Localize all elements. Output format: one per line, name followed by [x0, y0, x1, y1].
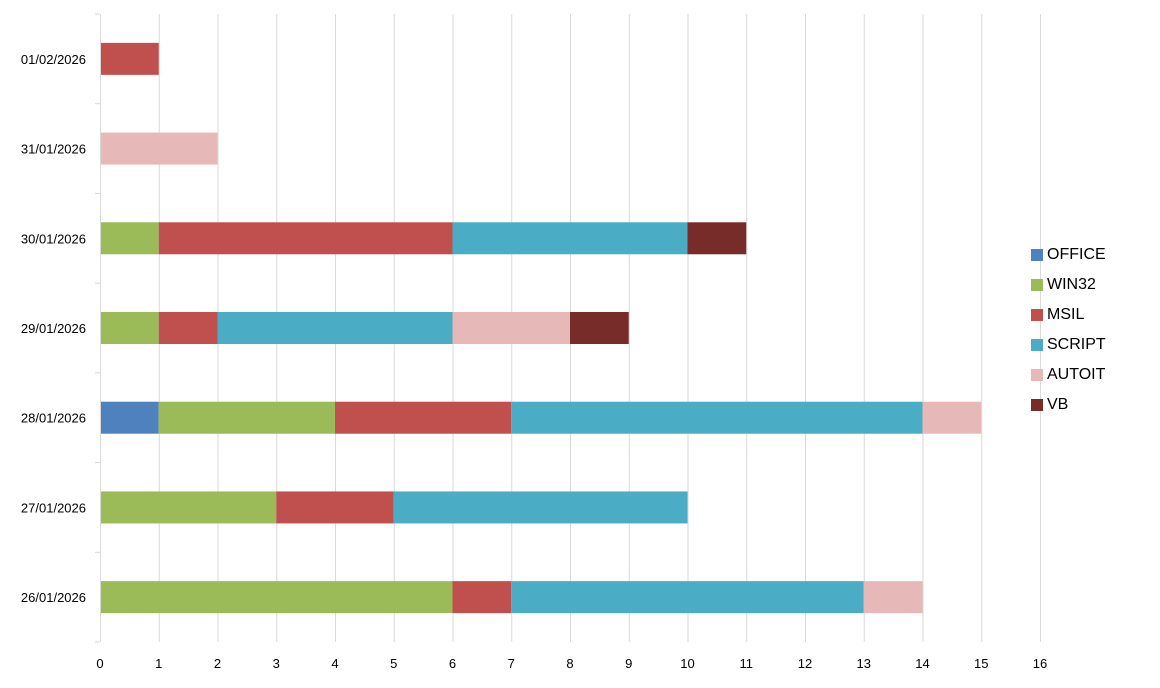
- bar-segment: [276, 491, 394, 524]
- bar-segment: [100, 401, 159, 434]
- legend-label: OFFICE: [1047, 246, 1106, 263]
- x-tick-label: 1: [155, 656, 162, 671]
- x-tick-label: 5: [390, 656, 397, 671]
- legend-swatch: [1031, 279, 1043, 291]
- legend-item: WIN32: [1031, 270, 1151, 300]
- x-tick-label: 16: [1033, 656, 1047, 671]
- y-tick-label: 27/01/2026: [21, 500, 86, 515]
- bar-segment: [452, 312, 570, 344]
- legend-swatch: [1031, 339, 1043, 351]
- legend-item: OFFICE: [1031, 240, 1151, 270]
- bar-series: [100, 42, 982, 614]
- x-tick-label: 12: [798, 656, 812, 671]
- legend-swatch: [1031, 399, 1043, 411]
- legend-item: MSIL: [1031, 300, 1151, 330]
- legend-swatch: [1031, 369, 1043, 381]
- y-tick-label: 29/01/2026: [21, 321, 86, 336]
- x-tick-label: 10: [680, 656, 694, 671]
- bar-segment: [217, 312, 453, 344]
- bar-segment: [100, 132, 218, 165]
- bar-segment: [452, 581, 512, 614]
- bar-segment: [393, 491, 688, 524]
- bar-segment: [863, 581, 923, 614]
- legend-item: VB: [1031, 390, 1151, 420]
- x-tick-label: 11: [740, 656, 754, 671]
- bar-segment: [158, 401, 335, 434]
- x-tick-label: 7: [508, 656, 515, 671]
- x-tick-label: 8: [566, 656, 573, 671]
- legend-swatch: [1031, 249, 1043, 261]
- legend-swatch: [1031, 309, 1043, 321]
- bar-segment: [100, 491, 277, 524]
- legend-item: AUTOIT: [1031, 360, 1151, 390]
- x-tick-label: 3: [273, 656, 280, 671]
- bar-segment: [570, 312, 629, 344]
- bar-segment: [100, 581, 453, 614]
- x-tick-label: 14: [915, 656, 929, 671]
- bar-segment: [335, 401, 512, 434]
- bar-segment: [922, 401, 982, 434]
- bar-segment: [100, 312, 159, 344]
- bar-segment: [158, 222, 453, 255]
- y-tick-label: 26/01/2026: [21, 590, 86, 605]
- y-tick-label: 30/01/2026: [21, 231, 86, 246]
- bar-segment: [100, 222, 159, 255]
- legend-label: VB: [1047, 396, 1069, 413]
- bar-segment: [511, 401, 923, 434]
- chart-legend: OFFICE WIN32 MSIL SCRIPT AUTOIT VB: [1031, 240, 1151, 420]
- bar-segment: [511, 581, 864, 614]
- bar-segment: [452, 222, 688, 255]
- x-tick-label: 2: [214, 656, 221, 671]
- x-tick-label: 0: [96, 656, 103, 671]
- legend-item: SCRIPT: [1031, 330, 1151, 360]
- x-tick-label: 9: [625, 656, 632, 671]
- y-tick-label: 31/01/2026: [21, 142, 86, 157]
- y-tick-label: 01/02/2026: [21, 52, 86, 67]
- legend-label: MSIL: [1047, 306, 1085, 323]
- legend-label: SCRIPT: [1047, 336, 1106, 353]
- y-tick-label: 28/01/2026: [21, 411, 86, 426]
- bar-segment: [100, 42, 159, 75]
- x-tick-label: 4: [331, 656, 338, 671]
- legend-label: AUTOIT: [1047, 366, 1106, 383]
- axes: 01/02/2026 31/01/2026 30/01/2026 29/01/2026…: [21, 13, 1047, 671]
- legend-label: WIN32: [1047, 276, 1096, 293]
- x-tick-label: 15: [974, 656, 988, 671]
- x-tick-label: 6: [449, 656, 456, 671]
- bar-segment: [158, 312, 218, 344]
- bar-segment: [687, 222, 747, 255]
- x-tick-label: 13: [857, 656, 871, 671]
